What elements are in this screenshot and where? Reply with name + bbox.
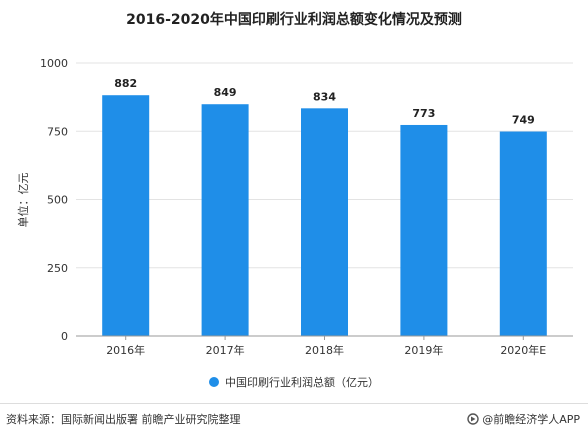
bar (499, 131, 547, 336)
x-tick-label: 2016年 (106, 343, 145, 357)
x-tick-label: 2017年 (206, 343, 245, 357)
bar (301, 108, 348, 337)
data-label: 849 (214, 86, 237, 99)
bar (102, 95, 150, 337)
y-axis-label: 单位：亿元 (16, 173, 30, 228)
y-tick-label: 1000 (40, 57, 68, 70)
bar (400, 124, 448, 336)
legend-label: 中国印刷行业利润总额（亿元） (225, 376, 379, 389)
y-tick-label: 250 (47, 262, 68, 275)
data-label: 773 (412, 107, 435, 120)
y-tick-label: 750 (47, 125, 68, 138)
x-tick-label: 2019年 (404, 343, 443, 357)
data-label: 834 (313, 90, 336, 103)
y-tick-label: 500 (47, 194, 68, 207)
x-tick-label: 2020年E (500, 343, 546, 357)
chart-title: 2016-2020年中国印刷行业利润总额变化情况及预测 (126, 12, 462, 28)
legend-marker (209, 377, 219, 387)
brand-text: @前瞻经济学人APP (482, 413, 580, 426)
brand: @前瞻经济学人APP (467, 411, 580, 427)
data-label: 882 (114, 77, 137, 90)
brand-logo-icon (467, 413, 479, 425)
data-label: 749 (512, 114, 535, 127)
legend: 中国印刷行业利润总额（亿元） (0, 374, 588, 390)
x-tick-labels: 2016年 2017年 2018年 2019年 2020年E (106, 336, 546, 357)
x-tick-label: 2018年 (305, 343, 344, 357)
footer: 资料来源：国际新闻出版署 前瞻产业研究院整理 @前瞻经济学人APP (0, 403, 588, 439)
source-text: 资料来源：国际新闻出版署 前瞻产业研究院整理 (6, 413, 241, 426)
bars (102, 95, 547, 337)
data-labels: 882 849 834 773 749 (114, 77, 535, 126)
y-tick-labels: 0 250 500 750 1000 (40, 57, 68, 343)
bar (201, 104, 249, 337)
y-tick-label: 0 (61, 330, 68, 343)
bar-chart: 0 250 500 750 1000 882 849 834 773 749 2016年 2017… (16, 57, 573, 357)
